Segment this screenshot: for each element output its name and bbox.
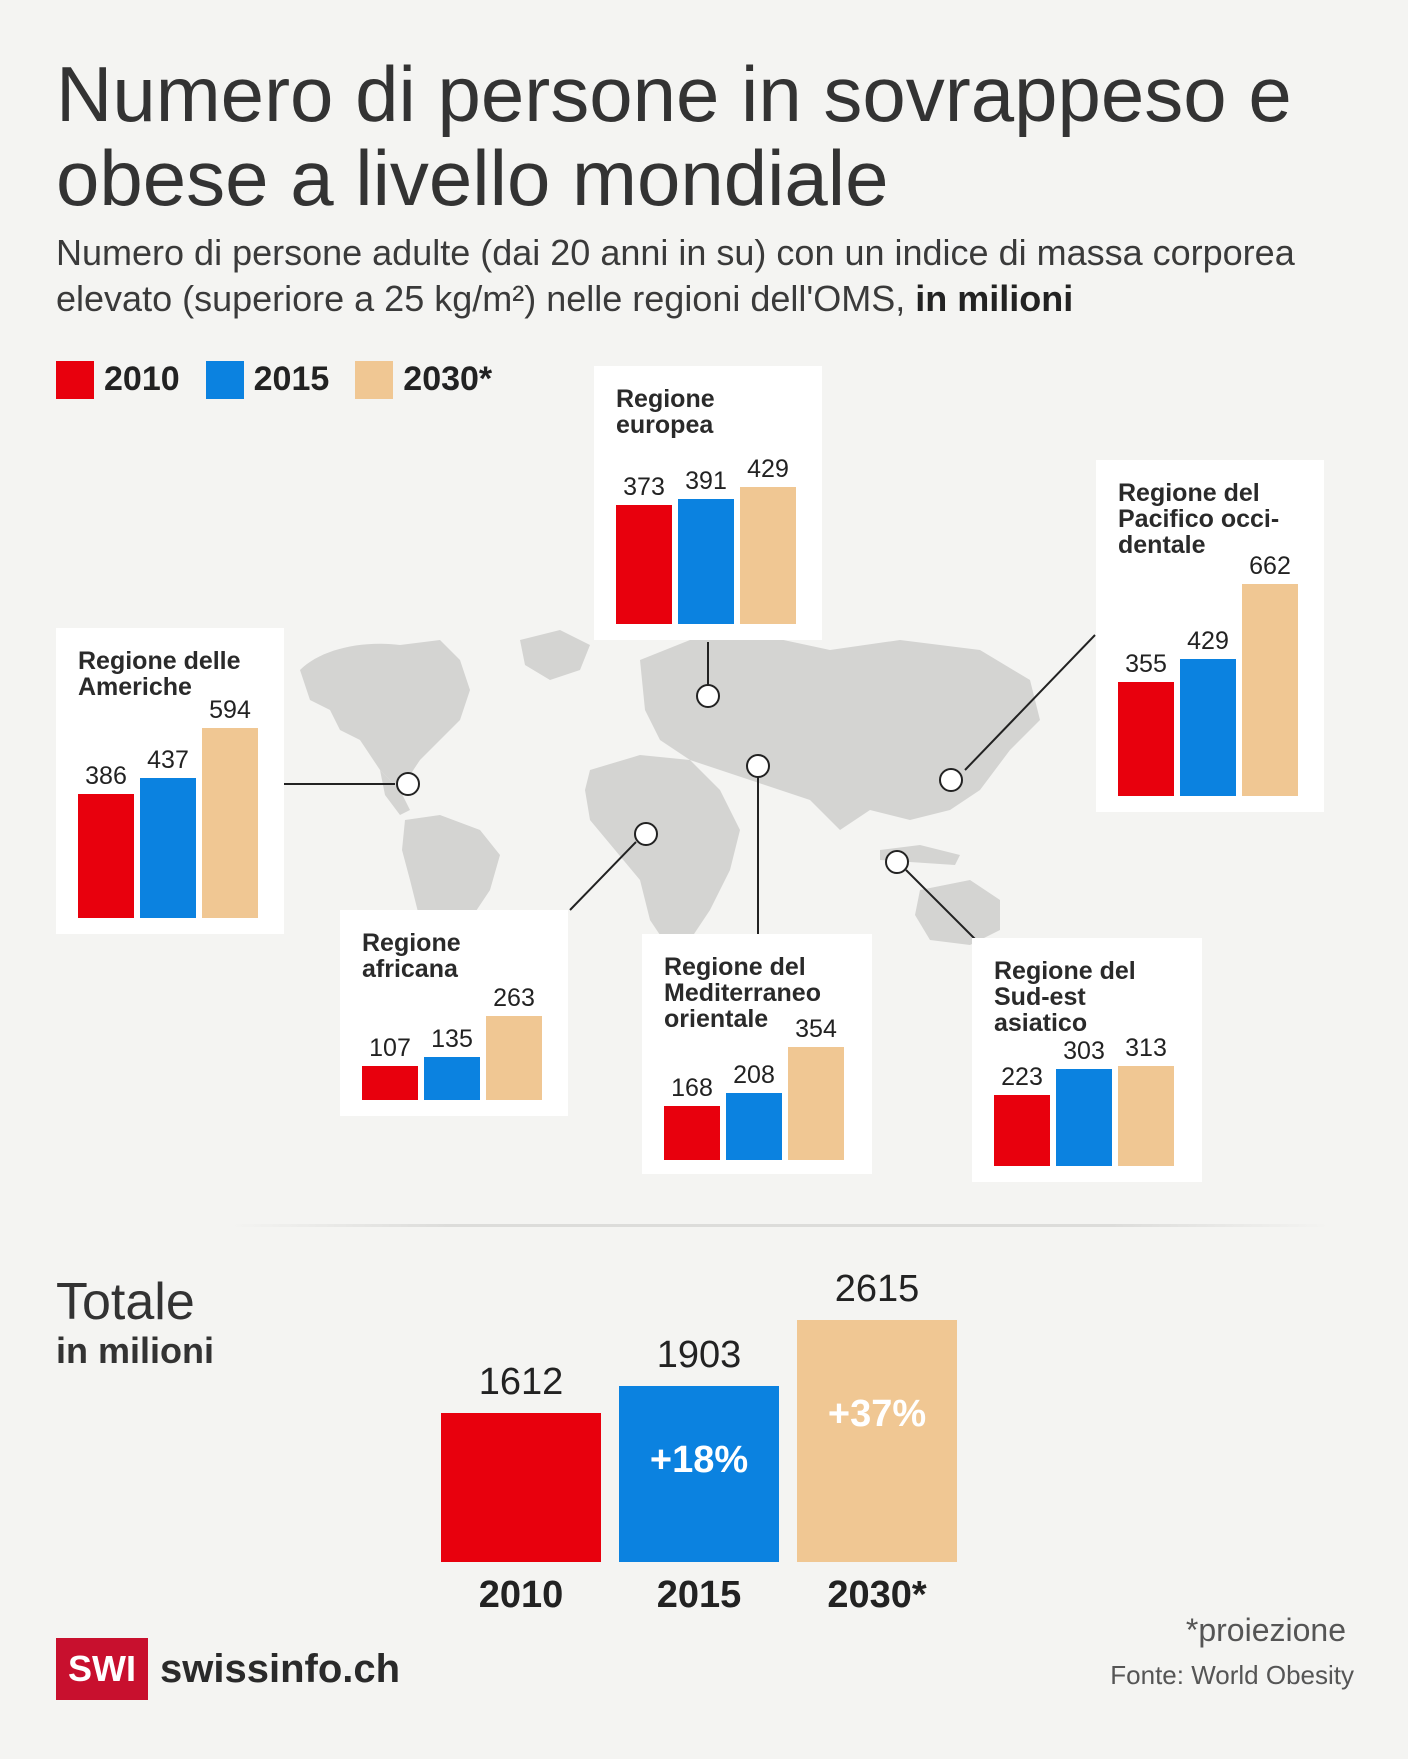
legend-item-2030: 2030* xyxy=(355,360,492,399)
total-bar-2030 xyxy=(797,1320,957,1562)
total-year-2015: 2015 xyxy=(656,1574,742,1616)
region-title-sudest: Regione del Sud-est asiatico xyxy=(994,957,1136,1037)
bar-sudest-2015 xyxy=(1056,1069,1112,1166)
legend-label-2030: 2030* xyxy=(403,360,493,398)
value-label-sudest-2030: 313 xyxy=(1125,1033,1167,1062)
value-label-africana-2010: 107 xyxy=(369,1033,411,1062)
total-change-2015: +18% xyxy=(649,1438,749,1481)
logo-box: SWI xyxy=(56,1638,148,1700)
value-label-mediterraneo-2030: 354 xyxy=(795,1014,837,1043)
value-label-pacifico-2015: 429 xyxy=(1187,626,1229,655)
region-title-europea: Regione europea xyxy=(616,385,715,439)
bar-africana-2030 xyxy=(486,1015,542,1100)
total-bar-2015 xyxy=(619,1386,779,1562)
value-label-mediterraneo-2015: 208 xyxy=(733,1061,775,1090)
map-north-america xyxy=(300,640,470,790)
legend-swatch-2030 xyxy=(355,360,394,399)
bar-pacifico-2015 xyxy=(1180,658,1236,796)
value-label-europea-2015: 391 xyxy=(685,466,727,495)
legend-swatch-2010 xyxy=(56,360,94,399)
value-label-mediterraneo-2010: 168 xyxy=(671,1074,713,1103)
region-panel-africana: Regione africana 107 135 263 xyxy=(340,910,568,1116)
connector-sudest xyxy=(905,869,977,941)
map-australia xyxy=(915,880,1000,945)
subtitle-text: Numero di persone adulte (dai 20 anni in… xyxy=(56,232,1295,319)
total-value-2030: 2615 xyxy=(834,1268,920,1311)
bar-sudest-2010 xyxy=(994,1094,1050,1166)
map-japan xyxy=(1000,710,1020,750)
chart-subtitle: Numero di persone adulte (dai 20 anni in… xyxy=(56,230,1386,322)
bar-pacifico-2030 xyxy=(1242,584,1298,796)
map-greenland xyxy=(520,630,590,680)
bar-mediterraneo-2010 xyxy=(664,1106,720,1160)
value-label-sudest-2010: 223 xyxy=(1001,1062,1043,1091)
bar-mediterraneo-2030 xyxy=(788,1046,844,1160)
marker-americhe xyxy=(396,772,420,796)
total-year-2030: 2030* xyxy=(827,1574,927,1616)
region-panel-sudest: Regione del Sud-est asiatico 223 303 313 xyxy=(972,938,1202,1182)
region-title-pacifico: Regione del Pacifico occi- dentale xyxy=(1118,479,1280,559)
legend-label-2015: 2015 xyxy=(253,360,330,398)
bar-americhe-2010 xyxy=(78,794,134,918)
region-panel-mediterraneo: Regione del Mediterraneo orientale 168 208… xyxy=(642,934,872,1174)
map-africa xyxy=(585,755,740,950)
logo-text: swissinfo.ch xyxy=(160,1646,401,1691)
marker-mediterraneo xyxy=(746,754,770,778)
map-central-america xyxy=(380,770,410,815)
bar-sudest-2030 xyxy=(1118,1065,1174,1166)
value-label-europea-2030: 429 xyxy=(747,454,789,483)
chart-title: Numero di persone in sovrappeso e obese … xyxy=(56,50,1292,222)
value-label-sudest-2015: 303 xyxy=(1063,1037,1105,1066)
swissinfo-logo[interactable]: SWI swissinfo.ch xyxy=(56,1638,400,1700)
connector-pacifico xyxy=(964,634,1096,771)
region-title-africana: Regione africana xyxy=(362,929,461,983)
marker-africana xyxy=(634,822,658,846)
total-value-2015: 1903 xyxy=(656,1334,742,1377)
region-title-mediterraneo: Regione del Mediterraneo orientale xyxy=(664,953,821,1033)
value-label-pacifico-2030: 662 xyxy=(1249,552,1291,581)
projection-note: *proiezione xyxy=(1185,1612,1346,1648)
bar-africana-2015 xyxy=(424,1056,480,1100)
value-label-americhe-2015: 437 xyxy=(147,746,189,775)
legend-swatch-2015 xyxy=(205,360,244,399)
region-panel-europea: Regione europea 373 391 429 xyxy=(594,366,822,640)
legend-item-2010: 2010 xyxy=(56,360,180,399)
bar-europea-2010 xyxy=(616,504,672,624)
legend-label-2010: 2010 xyxy=(104,360,180,398)
value-label-pacifico-2010: 355 xyxy=(1125,650,1167,679)
bar-americhe-2030 xyxy=(202,727,258,918)
value-label-africana-2015: 135 xyxy=(431,1024,473,1053)
total-bar-2010 xyxy=(441,1413,601,1562)
bar-mediterraneo-2015 xyxy=(726,1093,782,1160)
bar-africana-2010 xyxy=(362,1065,418,1100)
value-label-africana-2030: 263 xyxy=(493,983,535,1012)
value-label-americhe-2010: 386 xyxy=(85,762,127,791)
connector-africana xyxy=(569,841,637,911)
total-year-2010: 2010 xyxy=(478,1574,564,1616)
value-label-europea-2010: 373 xyxy=(623,472,665,501)
legend-item-2015: 2015 xyxy=(205,360,330,399)
source-note: Fonte: World Obesity xyxy=(1110,1660,1354,1690)
value-label-americhe-2030: 594 xyxy=(209,695,251,724)
divider xyxy=(230,1224,1330,1227)
bar-europea-2030 xyxy=(740,486,796,624)
marker-europea xyxy=(696,684,720,708)
region-panel-americhe: Regione delle Americhe 386 437 594 xyxy=(56,628,284,934)
marker-pacifico xyxy=(939,768,963,792)
region-title-americhe: Regione delle Americhe xyxy=(78,647,241,701)
subtitle-unit: in milioni xyxy=(915,278,1074,319)
bar-americhe-2015 xyxy=(140,778,196,918)
legend: 2010 2015 2030* xyxy=(56,360,518,399)
marker-sudest xyxy=(885,850,909,874)
bar-europea-2015 xyxy=(678,498,734,624)
total-change-2030: +37% xyxy=(827,1392,927,1435)
bar-pacifico-2010 xyxy=(1118,682,1174,796)
region-panel-pacifico: Regione del Pacifico occi- dentale 355 429… xyxy=(1096,460,1324,812)
totals-title: Totale xyxy=(56,1273,195,1331)
total-value-2010: 1612 xyxy=(478,1361,564,1404)
totals-subtitle: in milioni xyxy=(56,1330,214,1371)
